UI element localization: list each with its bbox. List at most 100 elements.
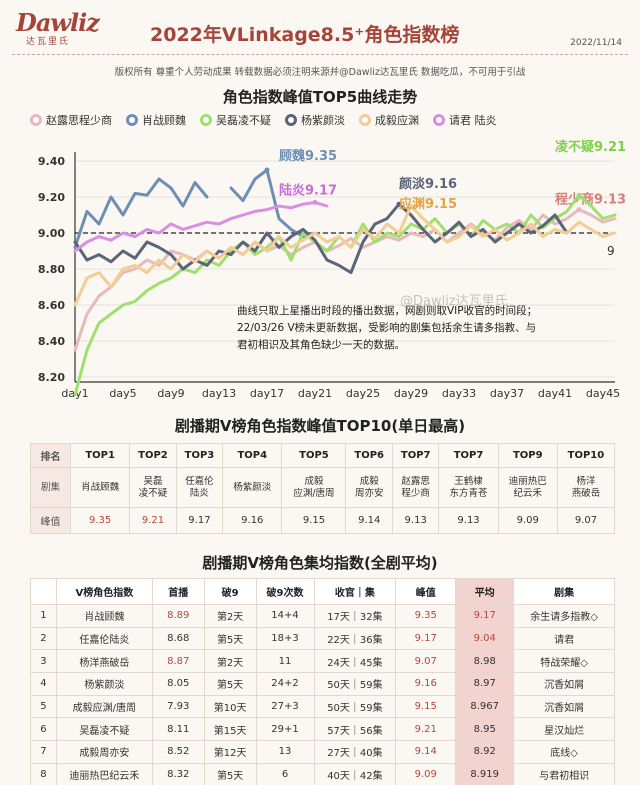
x-tick-label: day33	[442, 387, 476, 400]
name-cell: 肖战顾魏	[69, 467, 131, 508]
break9-count-cell: 27+3	[255, 694, 315, 719]
legend-label: 肖战顾魏	[142, 114, 186, 127]
rank-cell: 2	[30, 626, 57, 651]
legend-swatch	[30, 114, 42, 126]
peak-label: 应渊9.15	[399, 196, 457, 212]
column-header: 破9次数	[255, 578, 315, 605]
finale-cell: 22天｜36集	[313, 626, 397, 651]
table-row: 3 杨洋燕破岳 8.87 第2天 11 24天｜45集 9.07 8.98 特战荣耀◇	[30, 649, 615, 674]
drama-cell: 请君	[513, 626, 615, 651]
date-stamp: 2022/11/14	[570, 38, 622, 48]
drama-cell: 沉香如屑	[513, 672, 615, 696]
series-line	[73, 202, 569, 275]
rank-cell: TOP5	[281, 443, 347, 468]
top10-table: 排名 TOP1 TOP2 TOP3 TOP4 TOP5 TOP6 TOP7 TOP7 TOP9 T…	[30, 443, 616, 534]
finale-cell: 27天｜40集	[313, 740, 397, 764]
peak-cell: 9.16	[395, 672, 457, 696]
rank-cell: 8	[30, 762, 57, 785]
x-tick-label: day21	[298, 387, 332, 400]
break9-day-cell: 第10天	[203, 694, 257, 719]
name-cell: 赵露思 程少商	[391, 467, 440, 508]
peak-cell: 9.35	[395, 604, 457, 628]
logo: Dawliz 达瓦里氏	[16, 8, 100, 47]
peak-point	[576, 192, 582, 198]
break9-count-cell: 29+1	[255, 717, 315, 742]
name-cell: 任嘉伦 陆炎	[175, 467, 224, 508]
rank-cell: 3	[30, 649, 57, 674]
peak-value-cell: 9.16	[222, 507, 283, 534]
top10-title: 剧播期V榜角色指数峰值TOP10(单日最高)	[174, 417, 466, 435]
rank-cell: 6	[30, 717, 57, 742]
peak-point	[396, 201, 402, 207]
x-tick-label: day17	[250, 387, 284, 400]
average-table: V榜角色指数 首播 破9 破9次数 收官｜集 峰值 平均 剧集 1 肖战顾魏 8.89 第2天 14+…	[30, 578, 615, 785]
legend-swatch	[433, 114, 445, 126]
column-header: 峰值	[395, 578, 457, 605]
peak-cell: 9.17	[395, 626, 457, 651]
average-cell: 8.98	[455, 649, 515, 674]
rank-cell: 7	[30, 740, 57, 764]
average-cell: 9.04	[455, 626, 515, 651]
legend-item: 成毅应渊	[359, 112, 419, 128]
legend-swatch	[126, 114, 138, 126]
x-tick-label: day29	[394, 387, 428, 400]
legend-item: 肖战顾魏	[126, 112, 186, 128]
logo-subtitle: 达瓦里氏	[26, 37, 71, 47]
peak-value-cell: 9.14	[345, 507, 393, 534]
legend-item: 请君 陆炎	[433, 112, 497, 128]
finale-cell: 17天｜32集	[313, 604, 397, 628]
peak-label: 凌不疑9.21	[555, 139, 626, 155]
peak-point	[264, 167, 270, 173]
column-header: 首播	[151, 578, 205, 605]
column-header: V榜角色指数	[55, 578, 153, 605]
rank-cell: TOP6	[345, 443, 393, 468]
break9-day-cell: 第5天	[203, 626, 257, 651]
break9-count-cell: 6	[255, 762, 315, 785]
x-tick-label: day45	[586, 387, 620, 400]
chart-legend: 赵露思程少商 肖战顾魏 吴磊凌不疑 杨紫颜淡 成毅应渊 请君 陆炎	[30, 112, 497, 128]
column-header	[30, 578, 57, 605]
name-cell: 迪丽热巴 纪云禾	[497, 467, 558, 508]
chart-note: 君初相识及其角色缺少一天的数据。	[237, 338, 405, 351]
chart-note: 曲线只取上星播出时段的播出数据，网剧则取VIP收官的时间段；	[237, 304, 537, 317]
y-tick-label: 8.80	[38, 263, 65, 276]
legend-label: 吴磊凌不疑	[216, 114, 271, 127]
x-tick-label: day41	[538, 387, 572, 400]
peak-cell: 9.07	[395, 649, 457, 674]
break9-count-cell: 14+4	[255, 604, 315, 628]
premiere-cell: 8.32	[151, 762, 205, 785]
finale-cell: 50天｜59集	[313, 672, 397, 696]
peak-value-cell: 9.13	[391, 507, 440, 534]
finale-cell: 24天｜45集	[313, 649, 397, 674]
top10-value-row: 峰值 9.35 9.21 9.17 9.16 9.15 9.14 9.13 9.13 9.09 9…	[30, 507, 616, 534]
role-cell: 杨洋燕破岳	[55, 649, 153, 674]
peak-label: 陆炎9.17	[279, 182, 337, 198]
chart-note: 22/03/26 V榜未更新数据，受影响的剧集包括余生请多指教、与	[237, 321, 536, 334]
peak-cell: 9.09	[395, 762, 457, 785]
rank-cell: TOP1	[69, 443, 131, 468]
peak-point	[576, 207, 582, 213]
row-label: 排名	[30, 443, 71, 468]
role-cell: 成毅周亦安	[55, 740, 153, 764]
table-row: 4 杨紫颜淡 8.05 第5天 24+2 50天｜59集 9.16 8.97 沉香如屑	[30, 672, 615, 696]
rank-cell: TOP9	[497, 443, 558, 468]
premiere-cell: 8.11	[151, 717, 205, 742]
row-label: 剧集	[30, 467, 71, 508]
y-tick-label: 8.60	[38, 299, 65, 312]
premiere-cell: 8.05	[151, 672, 205, 696]
rank-cell: TOP2	[129, 443, 177, 468]
peak-value-cell: 9.35	[69, 507, 131, 534]
series-line	[73, 200, 329, 253]
table-row: 6 吴磊凌不疑 8.11 第15天 29+1 57天｜56集 9.21 8.95 星汉灿烂	[30, 717, 615, 742]
y-tick-label: 9.40	[38, 155, 65, 168]
name-cell: 成毅 应渊/唐周	[281, 467, 347, 508]
name-cell: 王鹤棣 东方青苍	[438, 467, 499, 508]
column-header: 平均	[455, 578, 515, 605]
break9-count-cell: 11	[255, 649, 315, 674]
drama-cell: 星汉灿烂	[513, 717, 615, 742]
row-label: 峰值	[30, 507, 71, 534]
rank-cell: TOP3	[175, 443, 224, 468]
rank-cell: TOP4	[222, 443, 283, 468]
y-tick-label: 9.20	[38, 191, 65, 204]
